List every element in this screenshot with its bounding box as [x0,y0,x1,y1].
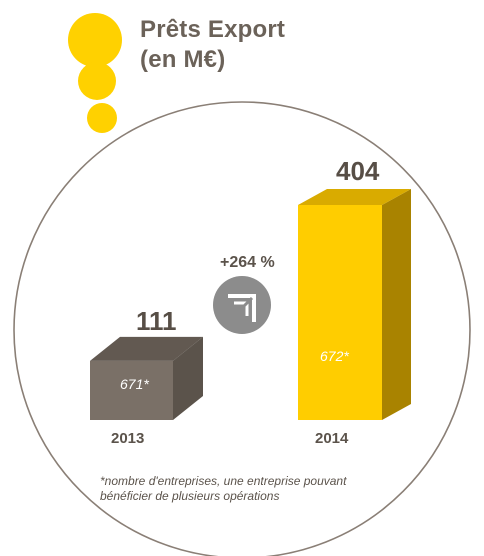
dot-medium [78,62,116,100]
inner-label-2014: 672* [320,348,349,364]
bar-2014-top [298,189,411,205]
value-label-2014: 404 [336,156,380,186]
bar-2014-side [382,189,411,420]
dot-small [87,103,117,133]
x-tick-2013: 2013 [111,430,145,447]
growth-arrows-icon [226,294,256,324]
bar-2014 [298,205,382,420]
bar-2013 [90,360,173,420]
background-circle [13,101,471,556]
growth-circle [213,276,271,334]
dot-large [68,13,122,67]
value-label-2013: 111 [136,306,177,336]
chart-title: Prêts Export [140,16,286,43]
footnote: *nombre d'entreprises, une entreprise po… [100,474,347,503]
bar-2013-side [173,336,203,420]
bar-2013-top [90,336,203,361]
x-tick-2014: 2014 [315,430,349,447]
bar-group [90,189,411,420]
chart-subtitle: (en M€) [140,46,226,73]
growth-label: +264 % [220,254,275,271]
inner-label-2013: 671* [120,376,149,392]
